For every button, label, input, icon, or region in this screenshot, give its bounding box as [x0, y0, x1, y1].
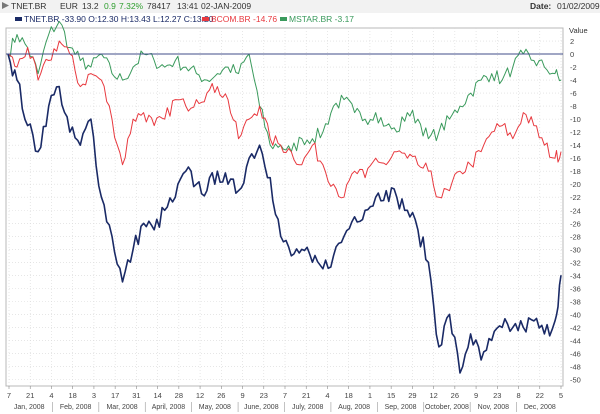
y-tick-label: -44: [570, 336, 581, 345]
month-label: Mar, 2008: [106, 404, 137, 411]
month-label: Aug, 2008: [338, 404, 370, 411]
x-tick-label: 8: [516, 391, 520, 400]
x-tick-label: 7: [7, 391, 11, 400]
y-tick-label: -24: [570, 206, 581, 215]
plot-area: [5, 27, 564, 387]
legend-item-bcom: BCOM.BR -14.76: [211, 14, 278, 24]
x-tick-label: 9: [240, 391, 244, 400]
series-line-mstar: [7, 21, 562, 153]
x-tick-label: 28: [175, 391, 183, 400]
arrow-bullet-icon: [2, 2, 9, 9]
x-tick-label: 7: [283, 391, 287, 400]
quote-time: 13:41: [177, 1, 199, 11]
y-tick-label: -34: [570, 271, 581, 280]
month-label: October, 2008: [425, 404, 469, 411]
quote-change-pct: 7.32%: [119, 1, 144, 11]
series-line-bcom: [7, 40, 562, 199]
month-label: July, 2008: [292, 404, 323, 411]
x-tick-label: 31: [132, 391, 140, 400]
y-tick-label: -38: [570, 297, 581, 306]
x-tick-label: 4: [49, 391, 53, 400]
y-tick-label: -48: [570, 362, 581, 371]
y-tick-label: -12: [570, 128, 581, 137]
y-tick-label: -10: [570, 115, 581, 124]
x-tick-label: 18: [345, 391, 353, 400]
x-tick-label: 14: [153, 391, 161, 400]
quote-bar: TNET.BR EUR 13.2 0.9 7.32% 78417 13:41 0…: [0, 0, 600, 13]
y-tick-label: -22: [570, 193, 581, 202]
month-label: April, 2008: [152, 404, 186, 411]
x-tick-label: 23: [260, 391, 268, 400]
month-label: Jan, 2008: [14, 404, 45, 411]
y-tick-label: -4: [570, 76, 577, 85]
x-tick-label: 12: [196, 391, 204, 400]
x-tick-label: 21: [26, 391, 34, 400]
x-tick-label: 17: [111, 391, 119, 400]
x-tick-label: 5: [559, 391, 563, 400]
legend-swatch-bcom: [202, 17, 209, 21]
y-tick-label: -8: [570, 102, 577, 111]
legend-item-mstar: MSTAR.BR -3.17: [289, 14, 355, 24]
x-tick-label: 22: [536, 391, 544, 400]
date-value: 01/02/2009: [557, 1, 600, 11]
y-axis-title: Value: [569, 26, 588, 35]
y-tick-label: -6: [570, 89, 577, 98]
quote-change: 0.9: [104, 1, 116, 11]
x-tick-label: 23: [493, 391, 501, 400]
y-tick-label: -42: [570, 323, 581, 332]
y-tick-label: -14: [570, 141, 581, 150]
y-tick-label: -28: [570, 232, 581, 241]
x-tick-label: 26: [217, 391, 225, 400]
x-tick-label: 9: [474, 391, 478, 400]
y-tick-label: -20: [570, 180, 581, 189]
x-tick-label: 4: [325, 391, 329, 400]
y-tick-label: -16: [570, 154, 581, 163]
x-tick-label: 15: [387, 391, 395, 400]
y-tick-label: 2: [570, 37, 574, 46]
month-label: June, 2008: [244, 404, 279, 411]
y-tick-label: -30: [570, 245, 581, 254]
y-tick-label: -46: [570, 349, 581, 358]
y-tick-label: -2: [570, 63, 577, 72]
y-tick-label: -36: [570, 284, 581, 293]
x-tick-label: 3: [92, 391, 96, 400]
legend-swatch-tnet: [15, 17, 22, 21]
month-label: Sep, 2008: [385, 404, 417, 411]
y-tick-label: -32: [570, 258, 581, 267]
quote-price: 13.2: [82, 1, 99, 11]
month-label: Dec, 2008: [524, 404, 556, 411]
y-tick-label: -50: [570, 375, 581, 384]
y-tick-label: -40: [570, 310, 581, 319]
quote-currency: EUR: [60, 1, 78, 11]
x-tick-label: 1: [368, 391, 372, 400]
y-tick-label: -26: [570, 219, 581, 228]
month-label: May, 2008: [199, 404, 231, 411]
legend: TNET.BR -33.90 O:12.30 H:13.43 L:12.27 C…: [0, 13, 600, 26]
x-tick-label: 21: [302, 391, 310, 400]
date-label: Date:: [530, 1, 552, 11]
series-line-tnet: [7, 53, 562, 374]
x-tick-label: 12: [429, 391, 437, 400]
y-tick-label: 0: [570, 50, 574, 59]
month-label: Feb, 2008: [60, 404, 92, 411]
x-tick-label: 18: [69, 391, 77, 400]
quote-volume: 78417: [147, 1, 171, 11]
quote-symbol: TNET.BR: [11, 1, 47, 11]
month-label: Nov, 2008: [478, 404, 509, 411]
legend-swatch-mstar: [280, 17, 287, 21]
y-tick-label: -18: [570, 167, 581, 176]
x-tick-label: 29: [408, 391, 416, 400]
legend-item-tnet: TNET.BR -33.90 O:12.30 H:13.43 L:12.27 C…: [24, 14, 214, 24]
quote-date: 02-JAN-2009: [201, 1, 252, 11]
x-tick-label: 26: [451, 391, 459, 400]
